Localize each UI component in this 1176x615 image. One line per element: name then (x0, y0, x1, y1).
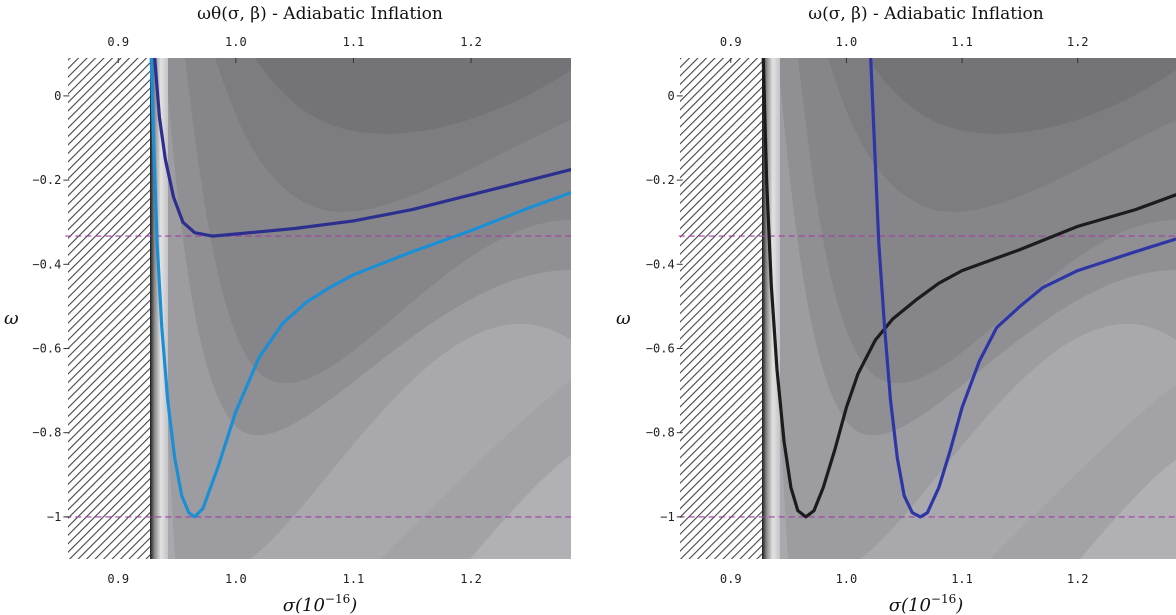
x-tick-label-top: 1.1 (343, 35, 365, 49)
y-tick-label: −0.4 (646, 257, 675, 271)
x-tick-label-bottom: 1.1 (343, 572, 365, 586)
right-chart-panel: 0.9 0.9 1.0 1.0 1.1 1.1 1.2 1.2 0 −0.2 −0.4 −0.6 −0.… (616, 4, 1176, 615)
series-line (153, 58, 571, 238)
chart-title: ω(σ, β) - Adiabatic Inflation (808, 4, 1044, 24)
y-tick-label: −0.4 (32, 257, 61, 271)
contour-shading (765, 58, 1176, 559)
x-tick-label-bottom: 0.9 (720, 572, 742, 586)
x-tick-label-bottom: 1.0 (225, 572, 247, 586)
x-tick-label-bottom: 1.2 (1067, 572, 1089, 586)
y-tick-label: −0.6 (32, 341, 61, 355)
y-tick-label: 0 (54, 89, 61, 103)
y-tick-label: −1 (660, 510, 674, 524)
x-tick-label-top: 1.2 (1067, 35, 1089, 49)
x-tick-label-bottom: 1.2 (460, 572, 482, 586)
x-tick-label-top: 0.9 (107, 35, 129, 49)
series-line (761, 58, 1176, 519)
contour-shading (150, 58, 571, 559)
x-axis-label: σ(10−16) (283, 592, 358, 615)
x-tick-label-bottom: 1.0 (836, 572, 858, 586)
x-tick-label-top: 1.1 (951, 35, 973, 49)
x-tick-label-top: 1.0 (225, 35, 247, 49)
x-tick-label-top: 1.2 (460, 35, 482, 49)
x-axis-label: σ(10−16) (889, 592, 964, 615)
excluded-region-hatch (68, 58, 150, 559)
y-tick-label: −1 (47, 510, 61, 524)
y-axis-label: ω (616, 308, 631, 329)
x-tick-label-bottom: 0.9 (107, 572, 129, 586)
x-tick-label-bottom: 1.1 (951, 572, 973, 586)
series-line (869, 58, 1176, 519)
x-tick-label-top: 1.0 (836, 35, 858, 49)
y-tick-label: −0.2 (646, 173, 675, 187)
excluded-region-hatch (680, 58, 762, 559)
y-tick-label: −0.8 (32, 426, 61, 440)
y-tick-label: 0 (668, 89, 675, 103)
series-line (149, 58, 571, 519)
y-axis-label: ω (4, 308, 19, 329)
y-tick-label: −0.8 (646, 426, 675, 440)
x-tick-label-top: 0.9 (720, 35, 742, 49)
y-tick-label: −0.6 (646, 341, 675, 355)
left-chart-panel: 0.9 0.9 1.0 1.0 1.1 1.1 1.2 1.2 0 −0.2 −0.4 −0.6 −0.… (4, 4, 571, 615)
chart-title: ωθ(σ, β) - Adiabatic Inflation (197, 4, 443, 24)
y-tick-label: −0.2 (32, 173, 61, 187)
